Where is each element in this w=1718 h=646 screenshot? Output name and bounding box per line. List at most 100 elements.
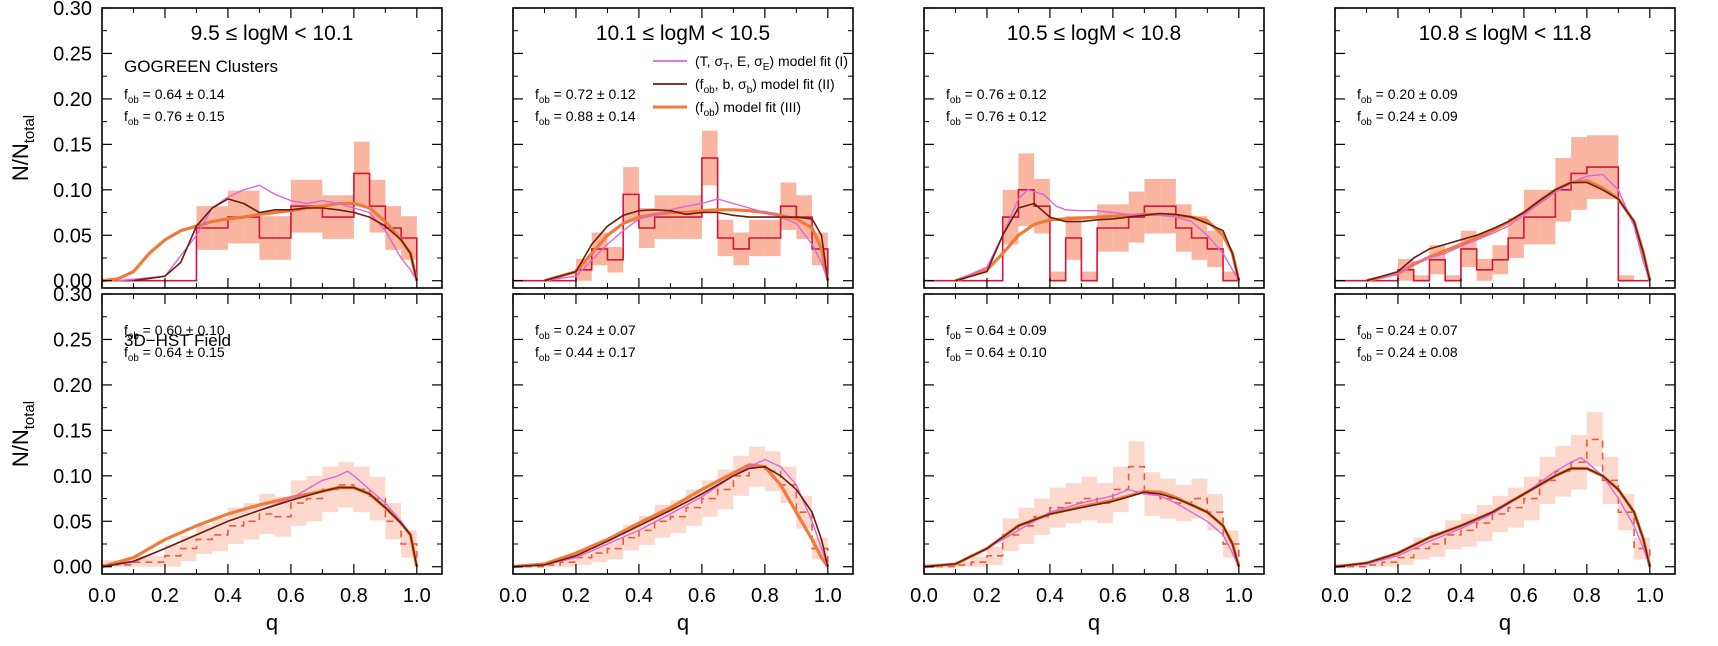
x-tick-label: 0.8 [751, 585, 779, 607]
panel-frame [1334, 293, 1676, 575]
x-tick-label: 1.0 [1225, 585, 1253, 607]
model-I-line [1366, 173, 1651, 282]
panel-frame [512, 7, 854, 289]
error-band [1382, 556, 1398, 567]
panel-title: 10.5 ≤ logM < 10.8 [1007, 22, 1181, 45]
x-tick-label: 0.8 [1162, 585, 1190, 607]
x-tick-label: 0.4 [214, 585, 242, 607]
y-axis-label: N/Ntotal [8, 115, 38, 181]
error-band [1049, 271, 1066, 281]
y-tick-label: 0.15 [53, 420, 92, 442]
x-tick-label: 0.8 [1573, 585, 1601, 607]
legend: (T, σT, E, σE) model fit (I) (fob, b, σb)… [653, 53, 848, 119]
fob-label: fob = 0.20 ± 0.09 [1357, 86, 1458, 106]
x-tick-label: 0.0 [88, 585, 116, 607]
histogram-line [102, 172, 418, 282]
y-tick-label: 0.10 [53, 466, 92, 488]
error-band [164, 544, 181, 567]
y-axis-label: N/Ntotal [8, 401, 38, 467]
fob-label: fob = 0.64 ± 0.09 [946, 322, 1047, 342]
error-band [544, 561, 561, 567]
error-band [1223, 271, 1239, 281]
model-III-line [954, 212, 1241, 283]
panel-plot-area [513, 446, 830, 569]
error-band [133, 555, 150, 567]
error-band [275, 496, 291, 537]
fob-label: fob = 0.64 ± 0.14 [124, 86, 225, 106]
x-tick-label: 0.6 [1510, 585, 1538, 607]
x-tick-label: 0.0 [1321, 585, 1349, 607]
y-tick-label: 0.05 [53, 225, 92, 247]
x-axis-label: q [1088, 610, 1100, 635]
fob-label: fob = 0.88 ± 0.14 [535, 108, 636, 128]
x-tick-label: 0.2 [973, 585, 1001, 607]
panel-0-0: 0.00 0.05 0.10 0.15 0.20 0.25 0.30 9.5 ≤ logM <… [8, 0, 443, 293]
panel-plot-area [924, 441, 1241, 569]
row-label: 3D−HST Field [124, 331, 231, 350]
fob-label: fob = 0.76 ± 0.12 [946, 86, 1047, 106]
error-band [1175, 484, 1192, 522]
y-tick-label: 0.20 [53, 89, 92, 111]
model-III-line [544, 208, 830, 283]
error-band [1128, 441, 1145, 493]
model-II-line [1366, 181, 1651, 282]
error-band [971, 556, 987, 567]
fob-label: fob = 0.24 ± 0.07 [1357, 322, 1458, 342]
y-tick-label: 0.15 [53, 134, 92, 156]
panel-frame [512, 293, 854, 575]
y-tick-label: 0.20 [53, 375, 92, 397]
x-tick-label: 0.2 [151, 585, 179, 607]
model-II-line [924, 491, 1240, 568]
error-band [1445, 275, 1461, 281]
panel-plot-area [513, 130, 830, 283]
panel-plot-area [924, 153, 1241, 283]
y-tick-label: 0.25 [53, 43, 92, 65]
panel-frame [1334, 7, 1676, 289]
fob-label: fob = 0.64 ± 0.10 [946, 344, 1047, 364]
histogram-line [513, 465, 829, 568]
x-tick-label: 0.6 [688, 585, 716, 607]
panel-plot-area [1335, 135, 1652, 283]
model-III-line [102, 201, 419, 283]
x-tick-label: 0.6 [277, 585, 305, 607]
histogram-line [513, 157, 829, 282]
x-tick-label: 0.4 [625, 585, 653, 607]
model-I-line [955, 189, 1240, 282]
panel-frame [923, 7, 1265, 289]
error-band [1413, 275, 1430, 281]
legend-entry-label: (T, σT, E, σE) model fit (I) [695, 53, 848, 73]
model-II-line [1335, 467, 1651, 568]
histogram-line [1335, 438, 1651, 568]
y-tick-label: 0.25 [53, 329, 92, 351]
model-I-line [544, 198, 829, 282]
x-tick-label: 0.6 [1099, 585, 1127, 607]
panel-frame [101, 7, 443, 289]
fob-label: fob = 0.24 ± 0.07 [535, 322, 636, 342]
fob-label: fob = 0.64 ± 0.15 [124, 344, 225, 364]
y-tick-label: 0.30 [53, 284, 92, 306]
fob-label: fob = 0.60 ± 0.10 [124, 322, 225, 342]
error-band [1618, 275, 1635, 281]
model-II-line [544, 209, 829, 282]
legend-entry-label: (fob, b, σb) model fit (II) [695, 76, 835, 96]
x-axis-label: q [266, 610, 278, 635]
model-II-line [102, 486, 418, 568]
x-tick-label: 1.0 [403, 585, 431, 607]
error-band [560, 556, 576, 567]
histogram-line [924, 465, 1240, 568]
fob-label: fob = 0.76 ± 0.12 [946, 108, 1047, 128]
x-tick-label: 0.2 [562, 585, 590, 607]
fob-label: fob = 0.44 ± 0.17 [535, 344, 636, 364]
x-tick-label: 0.0 [910, 585, 938, 607]
fob-label: fob = 0.24 ± 0.09 [1357, 108, 1458, 128]
error-band [1366, 561, 1383, 567]
error-band [1065, 483, 1082, 524]
panel-frame [101, 293, 443, 575]
panel-1-0: 0.0 0.2 0.4 0.6 0.8 1.0 0.00 0.05 0.10 0.15 0.20 0.… [8, 284, 443, 635]
fob-label: fob = 0.24 ± 0.08 [1357, 344, 1458, 364]
